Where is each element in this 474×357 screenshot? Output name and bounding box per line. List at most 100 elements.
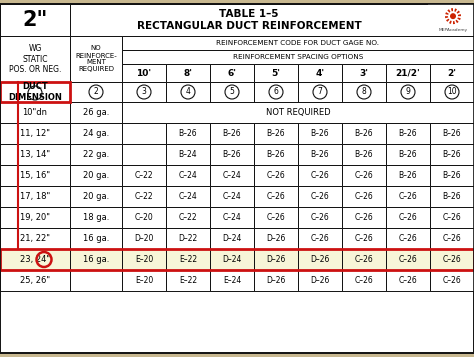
- Bar: [298, 64, 342, 82]
- Text: 22 ga.: 22 ga.: [83, 150, 109, 159]
- Bar: [298, 228, 342, 249]
- Wedge shape: [453, 16, 461, 20]
- Text: NOT REQUIRED: NOT REQUIRED: [266, 108, 330, 117]
- Text: C–26: C–26: [310, 192, 329, 201]
- Text: C–24: C–24: [223, 213, 241, 222]
- Text: 2: 2: [94, 87, 99, 96]
- Bar: [298, 123, 342, 144]
- Text: C–26: C–26: [355, 276, 374, 285]
- Bar: [0, 82, 70, 102]
- Bar: [430, 123, 474, 144]
- Bar: [166, 165, 210, 186]
- Wedge shape: [447, 9, 453, 16]
- Text: C–26: C–26: [443, 276, 461, 285]
- Text: E–22: E–22: [179, 255, 197, 264]
- Text: 19, 20": 19, 20": [20, 213, 50, 222]
- Bar: [342, 123, 386, 144]
- Text: E–22: E–22: [179, 276, 197, 285]
- Text: B–26: B–26: [443, 150, 461, 159]
- Text: D–26: D–26: [266, 255, 286, 264]
- Text: C–26: C–26: [355, 234, 374, 243]
- Bar: [122, 82, 166, 102]
- Text: B–26: B–26: [355, 129, 374, 138]
- Text: C–26: C–26: [355, 192, 374, 201]
- Bar: [122, 228, 166, 249]
- Bar: [0, 36, 70, 82]
- Text: D–24: D–24: [222, 234, 242, 243]
- Bar: [254, 186, 298, 207]
- Wedge shape: [451, 8, 453, 16]
- Bar: [70, 123, 122, 144]
- Bar: [430, 228, 474, 249]
- Bar: [254, 207, 298, 228]
- Text: 10: 10: [447, 87, 457, 96]
- Bar: [342, 82, 386, 102]
- Text: D–26: D–26: [266, 234, 286, 243]
- Bar: [0, 144, 70, 165]
- Bar: [254, 82, 298, 102]
- Text: 10': 10': [137, 69, 152, 77]
- Bar: [122, 102, 474, 123]
- Text: C–26: C–26: [443, 213, 461, 222]
- Bar: [342, 207, 386, 228]
- Bar: [210, 123, 254, 144]
- Text: B–26: B–26: [310, 150, 329, 159]
- Text: 25, 26": 25, 26": [20, 276, 50, 285]
- Bar: [166, 123, 210, 144]
- Text: E–24: E–24: [223, 276, 241, 285]
- Bar: [70, 228, 122, 249]
- Bar: [386, 249, 430, 270]
- Circle shape: [448, 11, 458, 21]
- Text: E–20: E–20: [135, 255, 153, 264]
- Bar: [0, 4, 70, 36]
- Text: B–26: B–26: [399, 129, 417, 138]
- Wedge shape: [453, 16, 455, 24]
- Bar: [0, 165, 70, 186]
- Text: C–26: C–26: [443, 234, 461, 243]
- Text: 16 ga.: 16 ga.: [83, 255, 109, 264]
- Bar: [166, 144, 210, 165]
- Bar: [0, 123, 70, 144]
- Bar: [386, 144, 430, 165]
- Text: B–26: B–26: [443, 171, 461, 180]
- Bar: [254, 64, 298, 82]
- Bar: [122, 165, 166, 186]
- Bar: [342, 186, 386, 207]
- Text: C–24: C–24: [223, 171, 241, 180]
- Bar: [70, 36, 122, 82]
- Text: B–26: B–26: [310, 129, 329, 138]
- Text: C–22: C–22: [135, 192, 153, 201]
- Text: B–26: B–26: [223, 129, 241, 138]
- Text: 6: 6: [273, 87, 278, 96]
- Bar: [70, 186, 122, 207]
- Bar: [298, 249, 342, 270]
- Text: REINFORCEMENT SPACING OPTIONS: REINFORCEMENT SPACING OPTIONS: [233, 54, 363, 60]
- Bar: [254, 228, 298, 249]
- Bar: [122, 249, 166, 270]
- Wedge shape: [445, 12, 453, 16]
- Bar: [298, 186, 342, 207]
- Bar: [166, 64, 210, 82]
- Text: C–26: C–26: [266, 171, 285, 180]
- Bar: [386, 207, 430, 228]
- Bar: [342, 270, 386, 291]
- Bar: [166, 270, 210, 291]
- Bar: [166, 207, 210, 228]
- Text: B–26: B–26: [267, 150, 285, 159]
- Bar: [210, 165, 254, 186]
- Bar: [70, 207, 122, 228]
- Bar: [0, 102, 70, 123]
- Text: B–26: B–26: [355, 150, 374, 159]
- Text: 3': 3': [359, 69, 368, 77]
- Text: 20 ga.: 20 ga.: [83, 192, 109, 201]
- Bar: [386, 186, 430, 207]
- Text: 8: 8: [362, 87, 366, 96]
- Text: C–24: C–24: [223, 192, 241, 201]
- Text: TABLE 1–5
RECTANGULAR DUCT REINFORCEMENT: TABLE 1–5 RECTANGULAR DUCT REINFORCEMENT: [137, 9, 361, 31]
- Text: DUCT
DIMENSION: DUCT DIMENSION: [8, 82, 62, 102]
- Wedge shape: [446, 16, 453, 22]
- Wedge shape: [453, 16, 459, 23]
- Bar: [210, 144, 254, 165]
- Text: C–26: C–26: [355, 255, 374, 264]
- Bar: [386, 82, 430, 102]
